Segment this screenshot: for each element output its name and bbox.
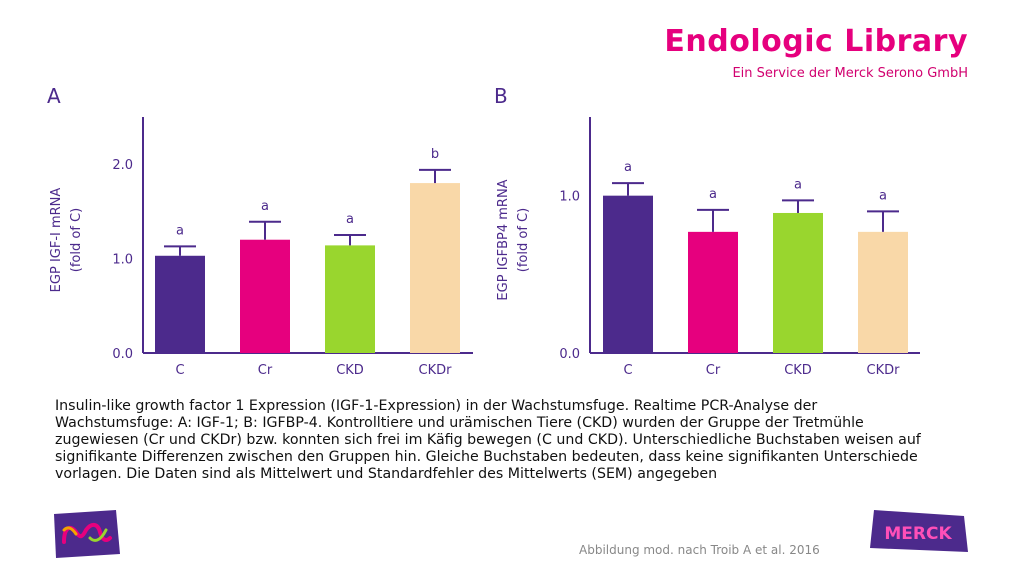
x-tick-label: CKDr bbox=[867, 363, 901, 378]
panel-label-a: A bbox=[47, 84, 61, 108]
x-tick-label: C bbox=[175, 363, 184, 378]
merck-wordmark-logo-icon: MERCK bbox=[870, 510, 968, 552]
y-tick-label: 2.0 bbox=[112, 158, 133, 173]
bar-c bbox=[155, 255, 205, 353]
x-tick-label: Cr bbox=[258, 363, 273, 378]
significance-letter: a bbox=[794, 177, 802, 192]
bar-cr bbox=[240, 239, 290, 353]
x-tick-label: CKD bbox=[336, 363, 364, 378]
y-tick-label: 0.0 bbox=[112, 347, 133, 362]
caption-line: zugewiesen (Cr und CKDr) bzw. konnten si… bbox=[55, 432, 921, 448]
caption-line: vorlagen. Die Daten sind als Mittelwert … bbox=[55, 466, 718, 482]
bar-ckdr bbox=[858, 231, 908, 353]
significance-letter: a bbox=[879, 188, 887, 203]
caption-line: signifikante Differenzen zwischen den Gr… bbox=[55, 449, 918, 465]
bar-ckd bbox=[773, 212, 823, 353]
panel-label-b: B bbox=[494, 84, 508, 108]
x-tick-label: CKDr bbox=[419, 363, 453, 378]
x-tick-label: Cr bbox=[706, 363, 721, 378]
caption-line: Wachstumsfuge: A: IGF-1; B: IGFBP-4. Kon… bbox=[55, 415, 864, 431]
merck-m-logo-icon bbox=[54, 510, 120, 558]
bar-ckd bbox=[325, 245, 375, 353]
bar-cr bbox=[688, 231, 738, 353]
source-citation: Abbildung mod. nach Troib A et al. 2016 bbox=[579, 543, 820, 557]
bar-charts: 0.0 1.0 2.0 EGP IGF-I mRNA (fold of C) a Ca Cr a… bbox=[49, 117, 920, 378]
bar-ckdr bbox=[410, 183, 460, 353]
y-axis-label: EGP IGFBP4 mRNA bbox=[496, 179, 511, 300]
y-tick-label: 0.0 bbox=[559, 347, 580, 362]
bar-c bbox=[603, 195, 653, 353]
significance-letter: a bbox=[346, 212, 354, 227]
significance-letter: a bbox=[261, 199, 269, 214]
brand-title: Endologic Library bbox=[664, 24, 968, 59]
figure-caption: Insulin-like growth factor 1 Expression … bbox=[55, 398, 955, 483]
caption-line: Insulin-like growth factor 1 Expression … bbox=[55, 398, 818, 414]
brand-subtitle: Ein Service der Merck Serono GmbH bbox=[732, 66, 968, 81]
y-axis-label: (fold of C) bbox=[69, 208, 84, 272]
significance-letter: a bbox=[709, 187, 717, 202]
y-axis-label: (fold of C) bbox=[516, 208, 531, 272]
significance-letter: a bbox=[624, 160, 632, 175]
y-axis-label: EGP IGF-I mRNA bbox=[49, 188, 64, 293]
merck-wordmark-text: MERCK bbox=[884, 524, 952, 544]
x-tick-label: C bbox=[623, 363, 632, 378]
y-tick-label: 1.0 bbox=[559, 190, 580, 205]
significance-letter: b bbox=[431, 147, 439, 162]
x-tick-label: CKD bbox=[784, 363, 812, 378]
y-tick-label: 1.0 bbox=[112, 253, 133, 268]
significance-letter: a bbox=[176, 223, 184, 238]
